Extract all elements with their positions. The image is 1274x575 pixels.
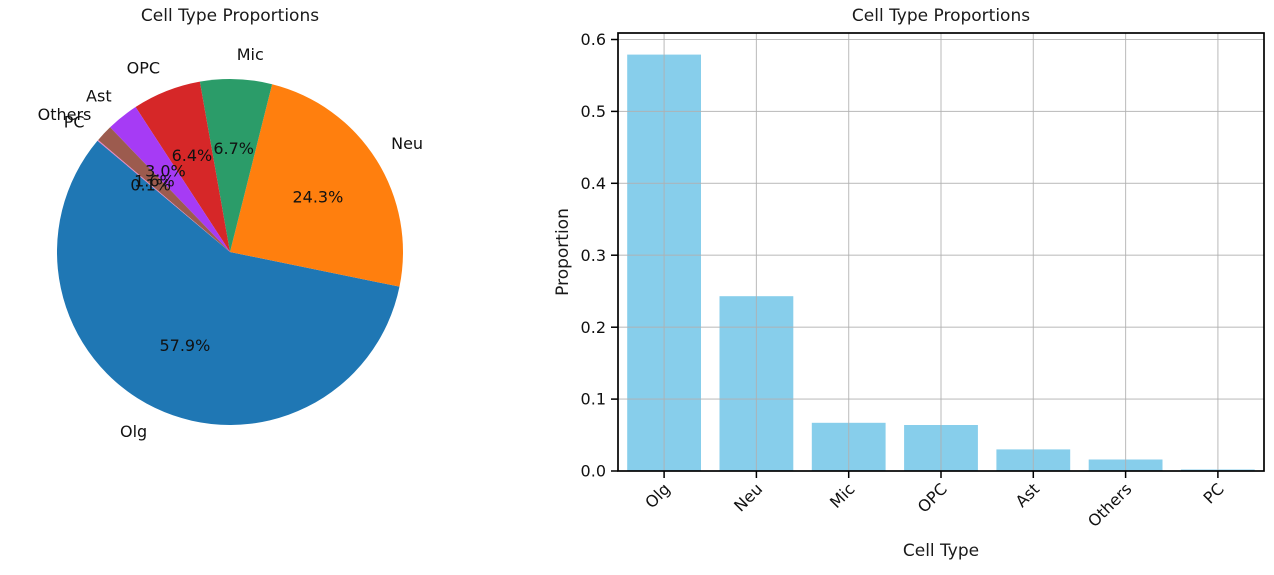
ytick-label: 0.6 xyxy=(581,30,606,49)
pie-slice-label-others: Others xyxy=(38,105,92,124)
xtick-label-others: Others xyxy=(1084,479,1135,530)
pie-slice-label-ast: Ast xyxy=(86,86,112,105)
pie-wedge-mic xyxy=(199,79,273,252)
pie-pct-label-others: 1.6% xyxy=(134,172,175,191)
pie-slice-label-olg: Olg xyxy=(120,422,147,441)
bar-chart-title: Cell Type Proportions xyxy=(851,6,1031,26)
bar-xaxis-label: Cell Type xyxy=(902,541,980,561)
ytick-label: 0.2 xyxy=(581,318,606,337)
pie-pct-label-neu: 24.3% xyxy=(292,187,343,206)
xtick-label-opc: OPC xyxy=(914,479,951,516)
pie-wedge-neu xyxy=(230,84,403,287)
bar-yaxis-label: Proportion xyxy=(553,208,573,296)
ytick-label: 0.4 xyxy=(581,174,606,193)
xtick-label-pc: PC xyxy=(1200,479,1228,507)
xtick-label-olg: Olg xyxy=(641,479,674,512)
pie-wedge-pc xyxy=(97,139,230,252)
ytick-label: 0.3 xyxy=(581,246,606,265)
pie-slice-label-pc: PC xyxy=(64,113,85,132)
pie-wedge-olg xyxy=(57,140,400,425)
pie-chart-title: Cell Type Proportions xyxy=(140,6,320,26)
pie-wedge-others xyxy=(98,127,231,252)
xtick-label-ast: Ast xyxy=(1012,479,1044,511)
ytick-label: 0.0 xyxy=(581,462,606,481)
ytick-label: 0.1 xyxy=(581,390,606,409)
pie-slice-label-neu: Neu xyxy=(391,134,423,153)
pie-slice-label-opc: OPC xyxy=(127,58,160,77)
pie-pct-label-ast: 3.0% xyxy=(145,161,186,180)
pie-pct-label-mic: 6.7% xyxy=(213,139,254,158)
pie-slice-label-mic: Mic xyxy=(237,45,264,64)
pie-pct-label-opc: 6.4% xyxy=(172,146,213,165)
xtick-label-mic: Mic xyxy=(826,479,859,512)
xtick-label-neu: Neu xyxy=(730,479,766,515)
pie-pct-label-pc: 0.1% xyxy=(130,176,171,195)
pie-wedge-ast xyxy=(110,107,230,252)
pie-wedge-opc xyxy=(135,81,230,253)
ytick-label: 0.5 xyxy=(581,102,606,121)
pie-pct-label-olg: 57.9% xyxy=(159,336,210,355)
bar-chart: 0.0 0.1 0.2 0.3 0.4 0.5 0.6 Olg Neu Mic OPC Ast Othe… xyxy=(581,30,1265,531)
pie-chart: Olg 57.9% Neu 24.3% Mic 6.7% OPC 6.4% Ast 3.0% Oth… xyxy=(38,45,423,441)
